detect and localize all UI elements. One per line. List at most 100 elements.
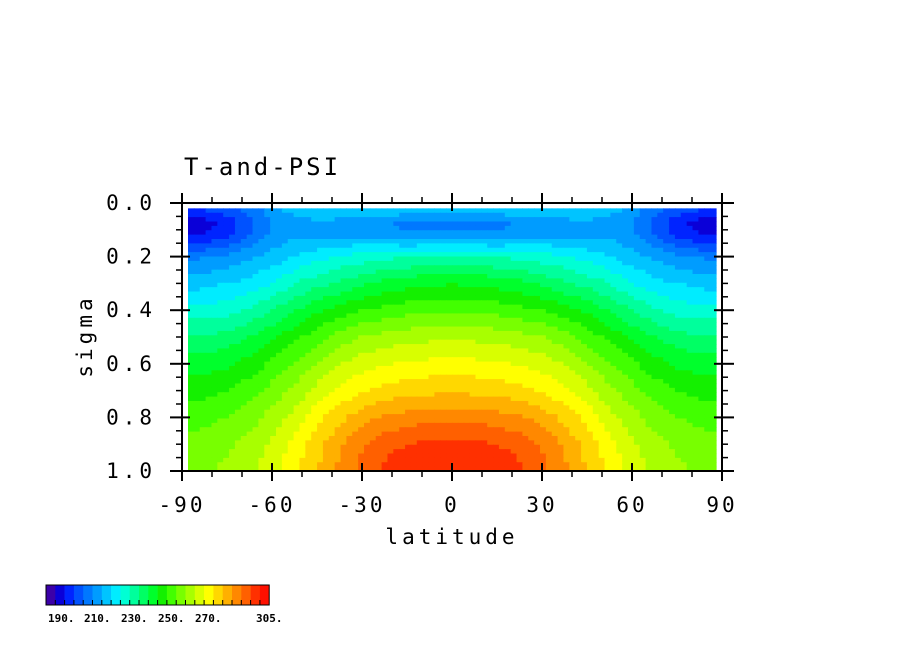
heatmap-cell bbox=[346, 269, 353, 275]
heatmap-cell bbox=[633, 326, 641, 332]
heatmap-cell bbox=[252, 217, 259, 223]
chart-title: T-and-PSI bbox=[184, 153, 341, 181]
heatmap-cell bbox=[369, 440, 377, 446]
heatmap-cell bbox=[328, 243, 336, 249]
heatmap-cell bbox=[223, 256, 230, 262]
heatmap-cell bbox=[604, 295, 611, 301]
heatmap-cell bbox=[399, 444, 406, 450]
heatmap-cell bbox=[510, 317, 518, 323]
heatmap-cell bbox=[534, 326, 541, 332]
heatmap-cell bbox=[358, 322, 365, 328]
heatmap-cell bbox=[692, 400, 699, 406]
heatmap-cell bbox=[387, 392, 394, 398]
heatmap-cell bbox=[264, 383, 271, 389]
heatmap-cell bbox=[534, 431, 541, 437]
heatmap-cell bbox=[322, 269, 330, 275]
heatmap-cell bbox=[592, 208, 600, 214]
heatmap-cell bbox=[698, 208, 705, 214]
heatmap-cell bbox=[416, 291, 424, 297]
heatmap-cell bbox=[528, 212, 535, 218]
heatmap-cell bbox=[663, 396, 670, 402]
heatmap-cell bbox=[669, 239, 676, 244]
heatmap-cell bbox=[193, 287, 201, 293]
heatmap-cell bbox=[657, 379, 664, 385]
heatmap-cell bbox=[493, 400, 500, 406]
heatmap-cell bbox=[252, 322, 259, 328]
heatmap-cell bbox=[598, 287, 606, 293]
heatmap-cell bbox=[229, 365, 236, 371]
heatmap-cell bbox=[281, 414, 289, 420]
heatmap-cell bbox=[422, 374, 430, 380]
heatmap-cell bbox=[293, 396, 301, 402]
heatmap-cell bbox=[592, 335, 600, 341]
heatmap-cell bbox=[645, 269, 653, 275]
heatmap-cell bbox=[575, 217, 582, 223]
heatmap-cell bbox=[217, 278, 224, 284]
heatmap-cell bbox=[375, 217, 383, 223]
heatmap-cell bbox=[639, 440, 647, 446]
heatmap-cell bbox=[434, 322, 441, 328]
heatmap-cell bbox=[575, 265, 582, 271]
heatmap-cell bbox=[340, 278, 347, 284]
heatmap-cell bbox=[581, 379, 588, 385]
heatmap-cell bbox=[246, 221, 254, 227]
heatmap-cell bbox=[281, 282, 289, 288]
heatmap-cell bbox=[311, 357, 318, 363]
heatmap-cell bbox=[311, 291, 318, 297]
heatmap-cell bbox=[487, 317, 494, 323]
heatmap-cell bbox=[211, 265, 218, 271]
heatmap-cell bbox=[322, 322, 330, 328]
heatmap-cell bbox=[352, 427, 359, 433]
heatmap-cell bbox=[651, 440, 658, 446]
heatmap-cell bbox=[616, 344, 623, 350]
heatmap-cell bbox=[199, 330, 207, 336]
heatmap-cell bbox=[234, 322, 242, 328]
heatmap-cell bbox=[545, 247, 553, 253]
heatmap-cell bbox=[557, 392, 565, 398]
heatmap-cell bbox=[252, 330, 259, 336]
heatmap-cell bbox=[551, 217, 559, 223]
heatmap-cell bbox=[364, 400, 371, 406]
heatmap-cell bbox=[698, 269, 705, 275]
heatmap-cell bbox=[633, 383, 641, 389]
heatmap-cell bbox=[569, 361, 576, 367]
heatmap-cell bbox=[311, 247, 318, 253]
heatmap-cell bbox=[551, 400, 559, 406]
heatmap-cell bbox=[240, 431, 248, 437]
heatmap-cell bbox=[551, 361, 559, 367]
heatmap-cell bbox=[510, 357, 518, 363]
heatmap-cell bbox=[358, 260, 365, 266]
heatmap-cell bbox=[563, 247, 570, 253]
heatmap-cell bbox=[610, 379, 617, 385]
heatmap-cell bbox=[457, 449, 465, 455]
heatmap-cell bbox=[199, 326, 207, 332]
heatmap-cell bbox=[246, 344, 254, 350]
heatmap-cell bbox=[211, 317, 218, 323]
heatmap-cell bbox=[217, 374, 224, 380]
heatmap-cell bbox=[674, 444, 682, 450]
heatmap-cell bbox=[234, 379, 242, 385]
heatmap-cell bbox=[293, 265, 301, 271]
heatmap-cell bbox=[686, 295, 694, 301]
heatmap-cell bbox=[317, 230, 324, 236]
heatmap-cell bbox=[246, 396, 254, 402]
heatmap-cell bbox=[481, 265, 488, 271]
heatmap-cell bbox=[299, 414, 306, 420]
heatmap-cell bbox=[463, 348, 471, 354]
heatmap-cell bbox=[393, 230, 400, 236]
heatmap-cell bbox=[540, 396, 547, 402]
heatmap-cell bbox=[493, 339, 500, 345]
heatmap-cell bbox=[446, 344, 453, 350]
heatmap-cell bbox=[645, 252, 653, 258]
heatmap-cell bbox=[463, 335, 471, 341]
heatmap-cell bbox=[322, 326, 330, 332]
heatmap-cell bbox=[592, 247, 600, 253]
heatmap-cell bbox=[487, 234, 494, 240]
heatmap-cell bbox=[469, 374, 477, 380]
heatmap-cell bbox=[575, 418, 582, 424]
heatmap-cell bbox=[586, 256, 594, 262]
heatmap-cell bbox=[592, 234, 600, 240]
heatmap-cell bbox=[534, 400, 541, 406]
heatmap-cell bbox=[381, 418, 389, 424]
heatmap-cell bbox=[305, 225, 312, 231]
